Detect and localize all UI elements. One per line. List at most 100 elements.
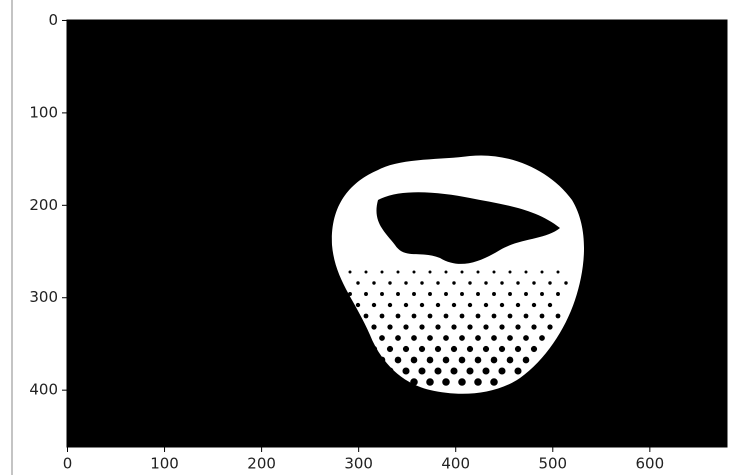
- mask-dot: [411, 335, 417, 341]
- mask-dot: [355, 302, 361, 308]
- mask-dot: [539, 313, 545, 319]
- mask-dot: [515, 302, 521, 308]
- x-tick-label: 300: [344, 455, 373, 473]
- mask-dot: [418, 367, 426, 375]
- mask-dot: [491, 335, 497, 341]
- mask-dot: [396, 270, 400, 274]
- mask-dot: [507, 313, 513, 319]
- mask-dot: [530, 345, 538, 353]
- mask-dot: [492, 270, 496, 274]
- mask-dot: [364, 270, 368, 274]
- mask-dot: [428, 292, 432, 296]
- mask-dot: [450, 367, 458, 375]
- mask-hole: [376, 192, 560, 264]
- mask-dot: [372, 281, 376, 285]
- mask-dot: [498, 345, 506, 353]
- mask-dot: [475, 335, 481, 341]
- mask-dot: [419, 302, 425, 308]
- x-tick-label: 600: [636, 455, 665, 473]
- mask-dot: [348, 270, 352, 274]
- y-tick-label: 0: [48, 11, 58, 29]
- mask-dot: [459, 335, 465, 341]
- mask-dot: [474, 356, 482, 364]
- mask-dot: [386, 367, 394, 375]
- plot-frame: [66, 19, 728, 448]
- mask-dot: [458, 356, 466, 364]
- mask-dot: [442, 378, 450, 386]
- y-tick-label: 200: [29, 196, 58, 214]
- mask-dot: [418, 345, 426, 353]
- mask-dots: [347, 270, 568, 386]
- mask-dot: [460, 270, 464, 274]
- mask-dot: [523, 335, 529, 341]
- mask-dot: [363, 313, 369, 319]
- mask-dot: [379, 335, 385, 341]
- mask-dot: [379, 313, 385, 319]
- mask-dot: [555, 313, 561, 319]
- mask-dot: [476, 270, 480, 274]
- mask-dot: [484, 281, 488, 285]
- mask-dot: [467, 302, 473, 308]
- mask-dot: [483, 324, 489, 330]
- mask-dot: [412, 270, 416, 274]
- mask-dot: [458, 378, 466, 386]
- mask-dot: [515, 324, 521, 330]
- mask-dot: [348, 292, 352, 296]
- mask-dot: [364, 292, 368, 296]
- mask-dot: [499, 324, 505, 330]
- mask-dot: [556, 292, 560, 296]
- mask-dot: [564, 281, 568, 285]
- mask-dot: [434, 367, 442, 375]
- mask-dot: [380, 270, 384, 274]
- x-tick-label: 200: [247, 455, 276, 473]
- mask-dot: [531, 302, 537, 308]
- mask-dot: [410, 356, 418, 364]
- axes: 0 100 200 300 400 500 600 0 100 200 300 400: [29, 11, 728, 473]
- mask-dot: [508, 270, 512, 274]
- mask-dot: [403, 324, 409, 330]
- mask-dot: [532, 281, 536, 285]
- mask-dot: [419, 324, 425, 330]
- mask-dot: [547, 302, 553, 308]
- mask-dot: [482, 345, 490, 353]
- mask-dot: [444, 270, 448, 274]
- mask-dot: [435, 302, 441, 308]
- mask-dot: [508, 292, 512, 296]
- mask-dot: [403, 302, 409, 308]
- y-tick-label: 400: [29, 381, 58, 399]
- mask-dot: [514, 367, 522, 375]
- mask-dot: [435, 324, 441, 330]
- mask-dot: [436, 281, 440, 285]
- mask-dot: [476, 292, 480, 296]
- mask-dot: [500, 281, 504, 285]
- mask-dot: [506, 356, 514, 364]
- x-tick-label: 100: [150, 455, 179, 473]
- mask-dot: [460, 292, 464, 296]
- mask-dot: [490, 378, 498, 386]
- mask-dot: [356, 281, 360, 285]
- mask-dot: [452, 281, 456, 285]
- mask-dot: [363, 335, 369, 341]
- x-tick-label: 400: [441, 455, 470, 473]
- y-tick-label: 100: [29, 103, 58, 121]
- mask-dot: [427, 335, 433, 341]
- mask-dot: [387, 324, 393, 330]
- mask-dot: [498, 367, 506, 375]
- mask-dot: [420, 281, 424, 285]
- mask-dot: [490, 356, 498, 364]
- mask-dot: [466, 367, 474, 375]
- mask-dot: [482, 367, 490, 375]
- mask-dot: [378, 356, 386, 364]
- mask-dot: [556, 270, 560, 274]
- mask-dot: [396, 292, 400, 296]
- mask-dot: [404, 281, 408, 285]
- mask-dot: [468, 281, 472, 285]
- mask-dot: [492, 292, 496, 296]
- mask-dot: [451, 302, 457, 308]
- mask-dot: [388, 281, 392, 285]
- mask-dot: [395, 313, 401, 319]
- mask-dot: [371, 302, 377, 308]
- x-tick-label: 0: [63, 455, 73, 473]
- mask-dot: [427, 313, 433, 319]
